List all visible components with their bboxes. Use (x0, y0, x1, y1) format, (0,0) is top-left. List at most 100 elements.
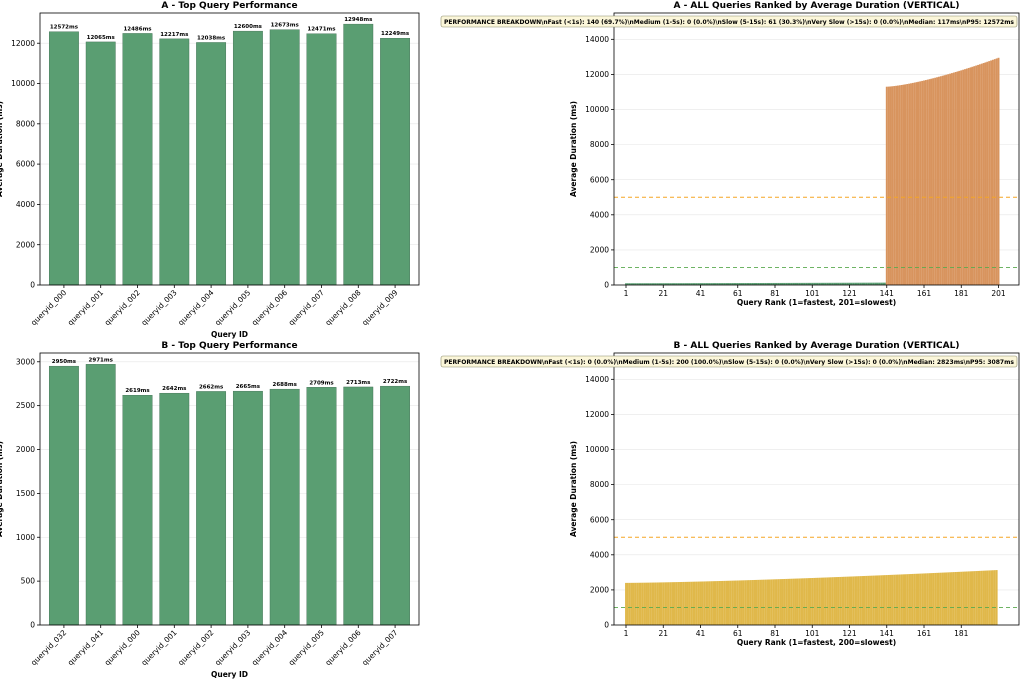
rank-bar (867, 282, 870, 285)
rank-bar (813, 577, 816, 625)
y-axis-label: Average Duration (ms) (0, 101, 4, 197)
x-tick-label: queryid_009 (360, 288, 399, 327)
rank-bar (630, 582, 633, 625)
rank-bar (697, 581, 700, 625)
rank-bar (777, 282, 780, 285)
rank-bar (768, 282, 771, 285)
x-tick-label: 141 (880, 629, 895, 638)
rank-bar (802, 282, 804, 285)
x-tick-label: 61 (733, 289, 743, 298)
x-tick-label: queryid_000 (29, 288, 68, 327)
annotation-text: PERFORMANCE BREAKDOWN\nFast (<1s): 0 (0.… (444, 359, 1014, 366)
rank-bar (682, 283, 685, 285)
rank-bar (654, 582, 657, 625)
rank-bar (766, 579, 769, 625)
rank-bar (965, 571, 968, 625)
rank-bar (869, 575, 871, 625)
rank-bar (729, 283, 732, 285)
rank-bar (926, 573, 929, 625)
bar-value-label: 12217ms (160, 32, 189, 38)
rank-bar (990, 60, 993, 285)
rank-bar (693, 581, 696, 625)
rank-bar (736, 580, 739, 625)
rank-bar (645, 582, 648, 625)
rank-bar (673, 582, 676, 625)
rank-bar (654, 283, 657, 285)
rank-bar (824, 577, 827, 625)
rank-bar (872, 575, 875, 625)
rank-bar (835, 577, 838, 625)
rank-bar (742, 283, 745, 285)
rank-bar (887, 574, 890, 625)
rank-bar (686, 581, 689, 625)
rank-bar (788, 282, 791, 285)
rank-bar (869, 282, 871, 285)
rank-bar (697, 283, 700, 285)
rank-bar (911, 82, 914, 285)
rank-bar (831, 282, 834, 285)
rank-bar (638, 283, 641, 285)
rank-bar (828, 577, 830, 625)
y-tick-label: 500 (21, 577, 36, 586)
rank-bar (934, 77, 937, 286)
rank-bar (833, 282, 836, 285)
rank-bar (835, 282, 838, 285)
rank-bar (712, 283, 715, 285)
rank-bar (785, 578, 788, 625)
rank-bar (906, 574, 909, 625)
rank-bar (742, 580, 745, 625)
y-tick-label: 0 (604, 621, 609, 630)
rank-bar (997, 57, 1000, 286)
rank-bar (973, 571, 976, 625)
rank-bar (803, 578, 806, 625)
x-tick-label: 101 (805, 289, 820, 298)
rank-bar (876, 282, 879, 285)
rank-bar (910, 83, 912, 286)
x-tick-label: 81 (770, 629, 780, 638)
rank-bar (788, 578, 791, 625)
x-tick-label: queryid_032 (29, 628, 68, 667)
rank-bar (874, 575, 877, 625)
rank-bar (707, 581, 709, 625)
rank-bar (628, 582, 631, 625)
rank-bar (917, 81, 920, 286)
rank-bar (714, 283, 717, 285)
rank-bar (874, 282, 877, 285)
rank-bar (731, 283, 734, 285)
rank-bar (636, 582, 639, 625)
rank-bar (975, 65, 978, 285)
x-tick-label: queryid_006 (250, 288, 289, 327)
rank-bar (710, 581, 713, 625)
rank-bar (759, 579, 762, 625)
x-tick-label: 41 (696, 289, 706, 298)
rank-bar (960, 571, 963, 625)
rank-bar (969, 571, 972, 625)
bar (48, 365, 79, 626)
rank-bar (664, 582, 667, 625)
y-tick-label: 4000 (590, 210, 609, 219)
rank-bar (813, 282, 816, 285)
rank-bar (783, 578, 786, 625)
rank-bar (757, 283, 760, 285)
rank-bar (701, 283, 704, 285)
rank-bar (727, 283, 730, 285)
rank-bar (854, 282, 857, 285)
rank-bar (669, 582, 672, 625)
rank-bar (666, 283, 668, 285)
rank-bar (917, 573, 920, 625)
rank-bar (965, 68, 968, 285)
rank-bar (876, 575, 879, 625)
bar-value-label: 2713ms (346, 380, 371, 386)
rank-bar (837, 577, 840, 625)
x-tick-label: 101 (805, 629, 820, 638)
y-axis-label: Average Duration (ms) (569, 441, 578, 537)
x-tick-label: queryid_003 (139, 288, 178, 327)
rank-bar (805, 282, 808, 285)
rank-bar (653, 582, 655, 625)
x-tick-label: queryid_003 (213, 628, 252, 667)
x-tick-label: queryid_001 (66, 288, 105, 327)
bar (380, 385, 411, 626)
rank-bar (951, 73, 953, 285)
rank-bar (971, 66, 974, 285)
chart-title: A - Top Query Performance (161, 1, 297, 11)
